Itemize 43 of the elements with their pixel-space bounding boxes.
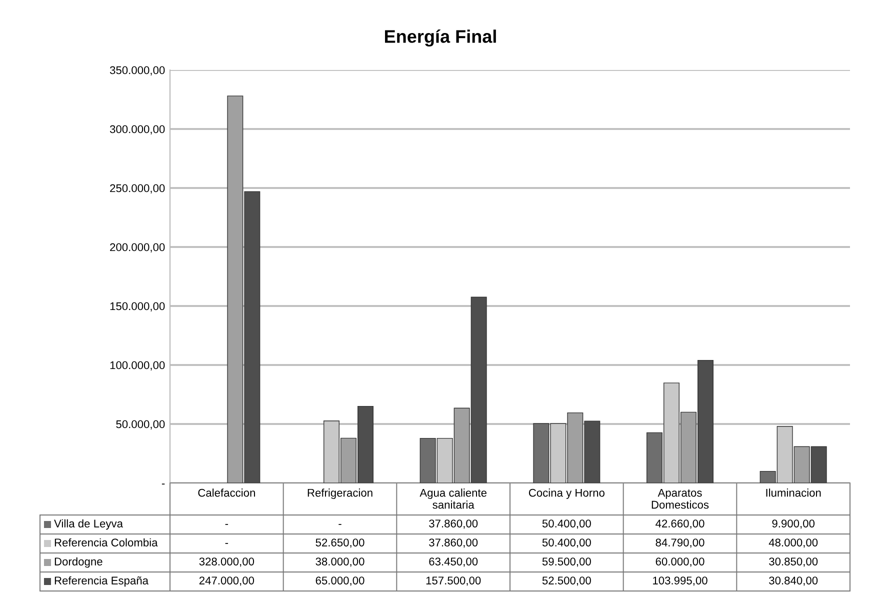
y-tick-label: 200.000,00 [110,243,165,252]
data-label: 38.000,00 [316,558,364,567]
data-label: 328.000,00 [199,558,254,567]
y-tick-label: 300.000,00 [110,125,165,134]
data-label: 42.660,00 [656,520,704,529]
x-tick-label: Calefaccion [198,488,255,497]
data-label: 65.000,00 [316,576,364,586]
data-label: 247.000,00 [199,576,254,586]
data-label: 37.860,00 [429,538,478,548]
data-label: 84.790,00 [656,538,704,548]
data-label: - [338,524,342,525]
data-label: 157.500,00 [426,576,481,586]
x-tick-label: Aparatos Domesticos [652,488,709,509]
legend-label: Referencia España [54,576,149,587]
x-tick-label: Cocina y Horno [528,488,604,499]
x-tick-label: Agua caliente sanitaria [420,488,487,509]
legend-label: Villa de Leyva [54,519,123,530]
y-tick-label: 150.000,00 [110,302,165,312]
legend-label: Referencia Colombia [54,538,158,546]
x-tick-label: Iluminacion [766,488,821,497]
data-label: 63.450,00 [429,558,478,567]
data-label: 52.650,00 [316,538,364,548]
data-label: 60.000,00 [656,558,704,567]
y-tick-label: 250.000,00 [110,184,165,194]
data-label: 59.500,00 [542,558,591,567]
data-label: - [225,524,228,525]
data-label: 48.000,00 [768,538,818,548]
x-tick-label: Refrigeracion [308,488,372,499]
data-label: - [225,542,228,544]
legend-label: Dordogne [54,557,102,568]
y-tick-label: 100.000,00 [110,361,165,370]
data-label: 30.840,00 [769,576,818,586]
data-label: 9.900,00 [772,520,815,529]
data-label: 50.400,00 [542,520,591,529]
y-tick-label: 350.000,00 [110,66,165,76]
y-tick-label: - [162,484,165,485]
y-tick-label: 50.000,00 [116,420,165,430]
chart-title: Energía Final [385,29,496,47]
data-label: 30.850,00 [769,558,818,567]
data-label: 50.400,00 [542,538,591,548]
data-label: 37.860,00 [429,520,478,529]
data-label: 103.995,00 [653,576,708,586]
data-label: 52.500,00 [542,576,591,586]
